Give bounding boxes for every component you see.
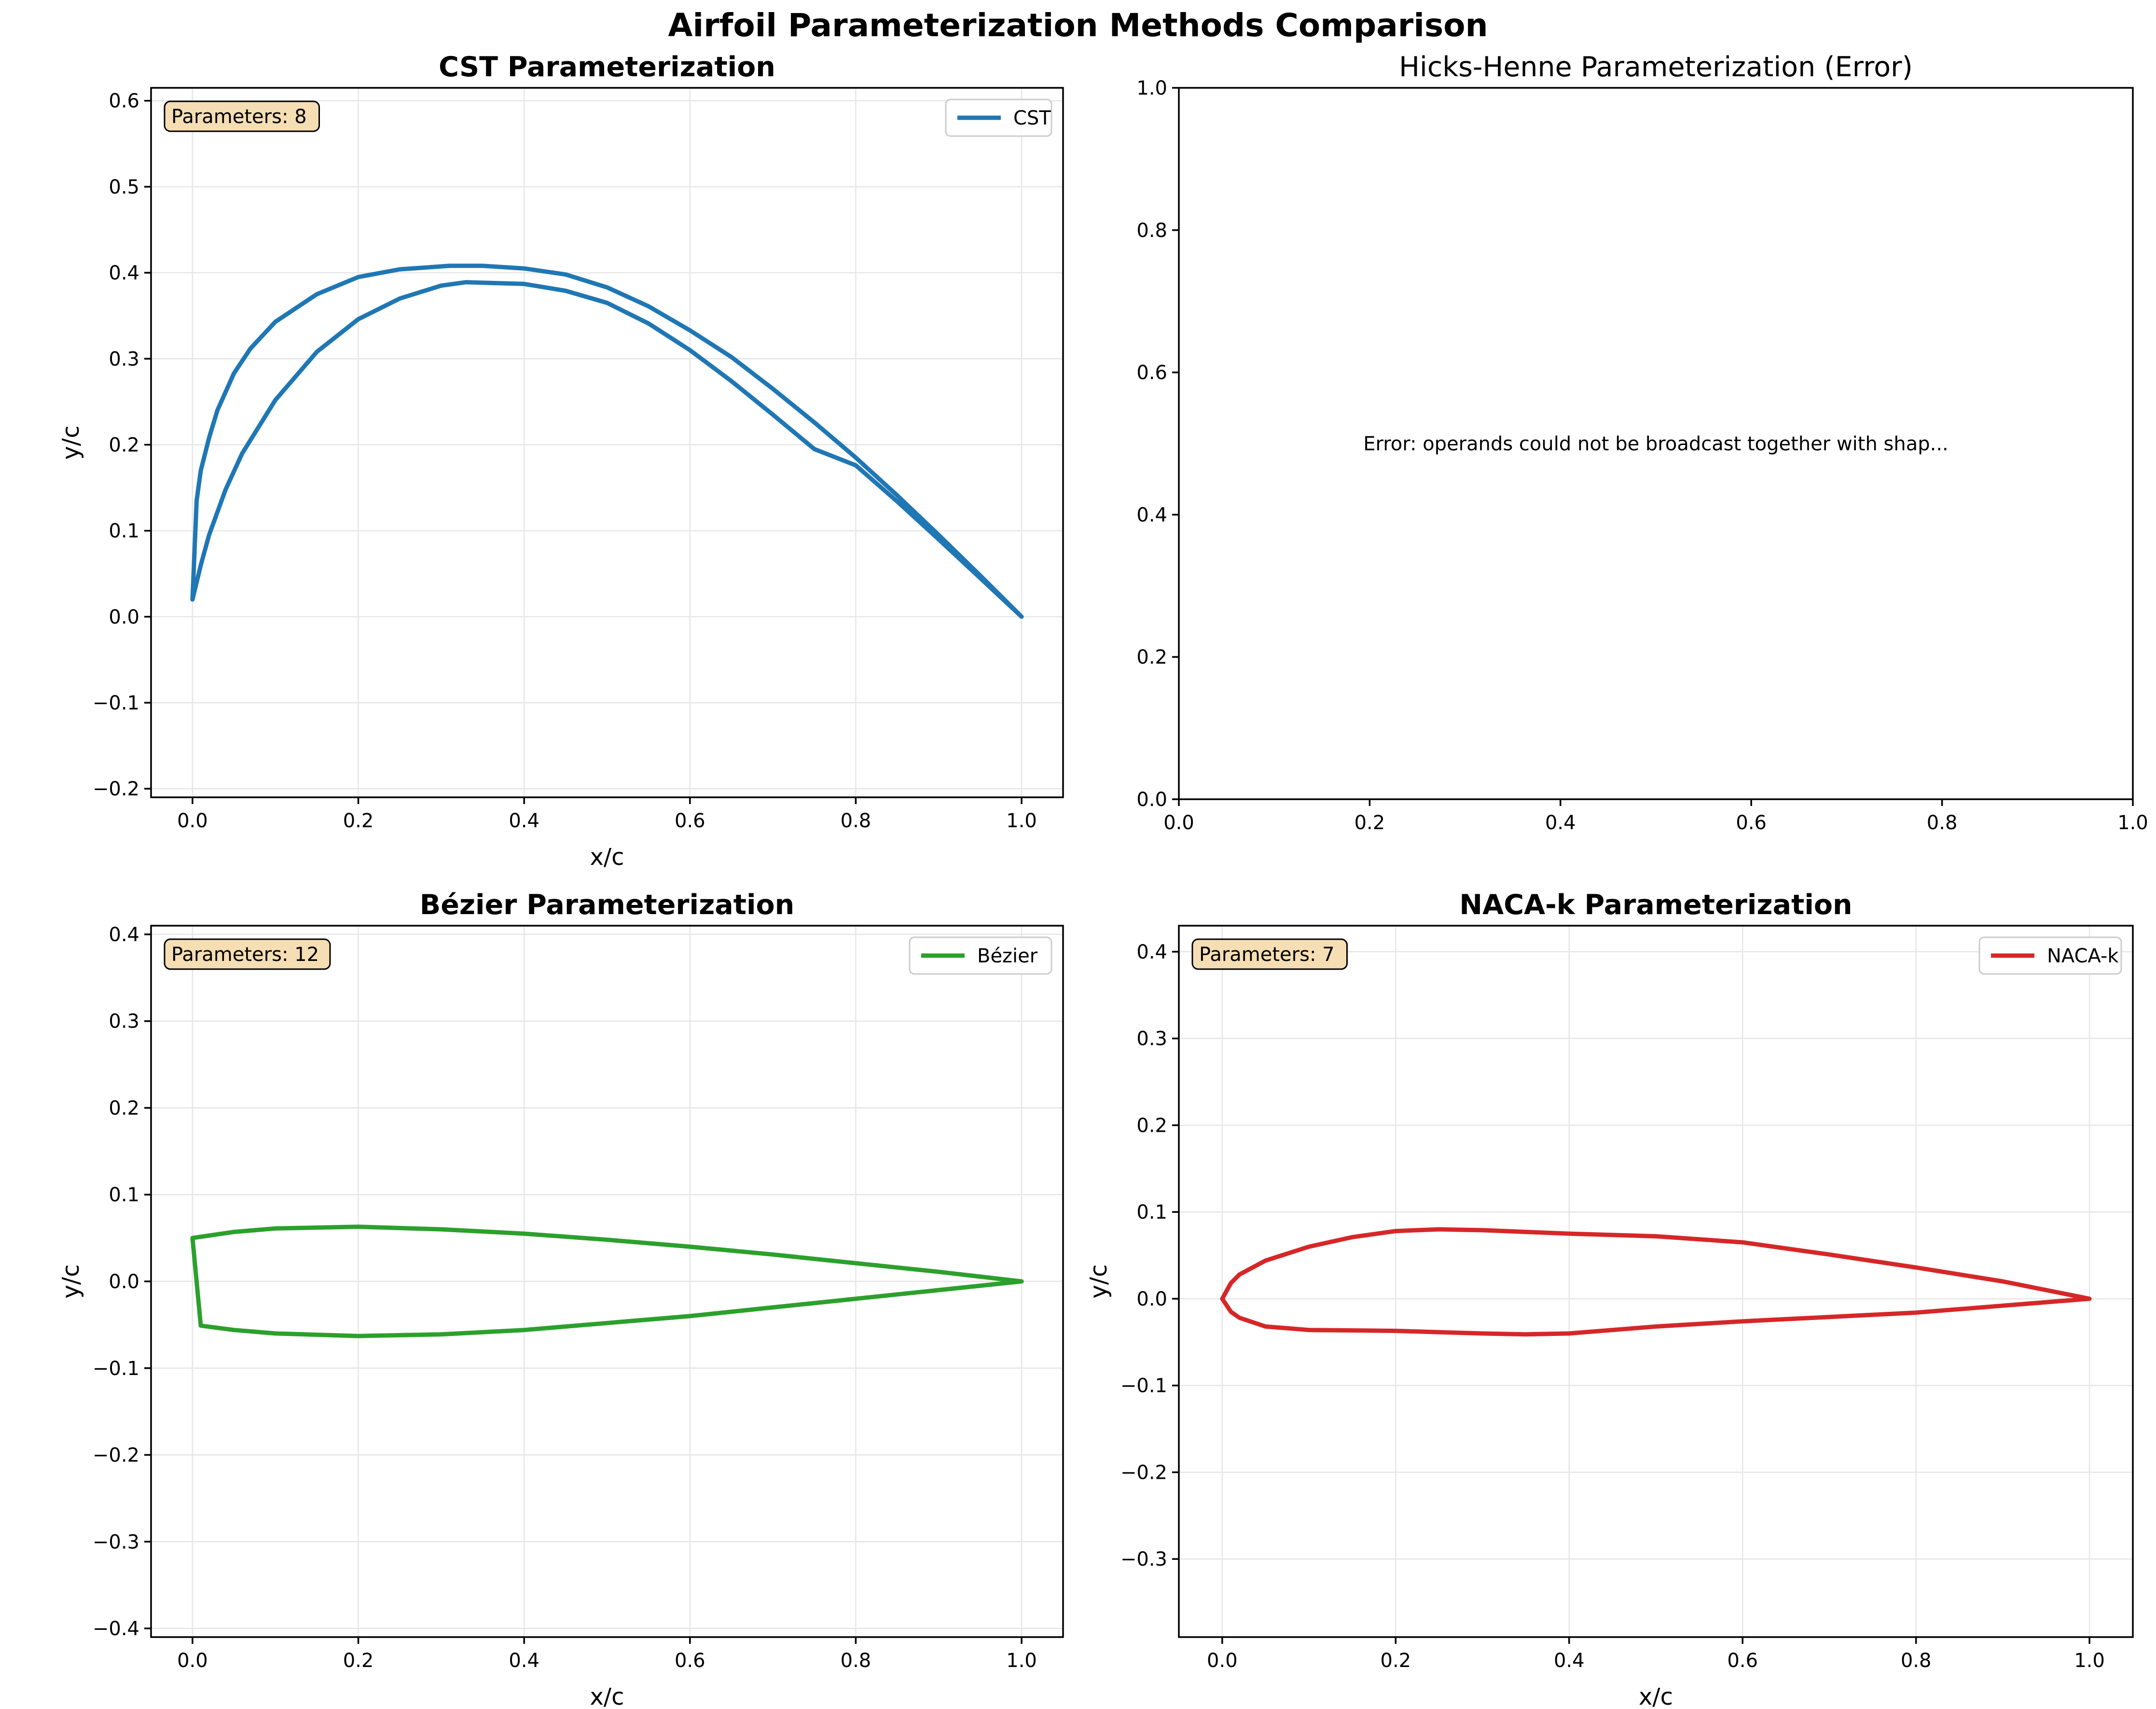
y-tick-label: −0.1 xyxy=(1120,1375,1167,1397)
y-tick-label: −0.1 xyxy=(93,692,139,714)
legend-label: Bézier xyxy=(977,945,1038,967)
x-tick-label: 0.0 xyxy=(177,810,208,832)
x-tick-label: 0.0 xyxy=(1163,812,1194,834)
y-tick-label: −0.3 xyxy=(1120,1548,1167,1570)
figure-title: Airfoil Parameterization Methods Compari… xyxy=(668,7,1488,44)
x-tick-label: 0.0 xyxy=(1207,1650,1238,1672)
x-tick-label: 0.8 xyxy=(1927,812,1958,834)
y-tick-label: 0.5 xyxy=(109,176,139,198)
y-tick-label: 0.1 xyxy=(109,1184,139,1206)
y-tick-label: 0.6 xyxy=(1136,362,1167,384)
panel-cst: 0.0 0.2 0.4 0.6 0.8 1.0 −0.2 −0.1 0.0 0.1 0.2 0.3 0.… xyxy=(57,51,1064,871)
y-tick-label: 0.1 xyxy=(109,520,139,542)
y-tick-label: 0.0 xyxy=(109,606,139,628)
y-tick-label: 0.4 xyxy=(109,924,139,946)
y-tick-label: 0.1 xyxy=(1136,1201,1167,1223)
x-tick-label: 0.4 xyxy=(1554,1650,1585,1672)
panel-title: NACA-k Parameterization xyxy=(1459,889,1852,921)
axes-frame xyxy=(150,87,1064,798)
series-line-naca xyxy=(1220,1227,2092,1337)
parameters-badge-text: Parameters: 8 xyxy=(171,106,307,128)
axes-frame xyxy=(1178,925,2134,1638)
panel-naca: 0.0 0.2 0.4 0.6 0.8 1.0 −0.3 −0.2 −0.1 0.0 0.1 0.2 0… xyxy=(1085,889,2134,1709)
parameters-badge-text: Parameters: 7 xyxy=(1199,944,1335,966)
x-tick-label: 0.2 xyxy=(343,1650,374,1672)
series-line-cst xyxy=(190,264,1024,619)
y-tick-label: 0.2 xyxy=(109,1097,139,1119)
series-line-bezier xyxy=(190,1224,1024,1338)
y-tick-label: 0.4 xyxy=(1136,941,1167,963)
axes-frame xyxy=(1178,87,2134,800)
y-tick-label: −0.1 xyxy=(93,1358,139,1380)
parameters-badge xyxy=(1191,938,1348,970)
y-tick-label: −0.2 xyxy=(93,1445,139,1467)
x-tick-label: 0.6 xyxy=(1736,812,1767,834)
x-tick-label: 0.2 xyxy=(343,810,374,832)
panels: 0.0 0.2 0.4 0.6 0.8 1.0−0.2−0.10.00.10.20.30.… xyxy=(57,51,2148,1709)
panel-title: Bézier Parameterization xyxy=(420,889,795,921)
legend-box xyxy=(1978,936,2122,975)
x-tick-label: 0.0 xyxy=(177,1650,208,1672)
legend-box xyxy=(909,936,1052,975)
y-tick-label: −0.2 xyxy=(1120,1461,1167,1484)
y-tick-label: 0.2 xyxy=(1136,646,1167,668)
y-axis-label: y/c xyxy=(57,1264,84,1299)
x-tick-label: 0.6 xyxy=(1727,1650,1758,1672)
y-axis-label: y/c xyxy=(1085,1264,1112,1299)
y-tick-label: 0.3 xyxy=(1136,1028,1167,1050)
x-tick-label: 0.4 xyxy=(509,1650,539,1672)
x-axis-label: x/c xyxy=(1639,1683,1673,1709)
legend-label: CST xyxy=(1013,107,1051,129)
error-message: Error: operands could not be broadcast t… xyxy=(1363,433,1949,455)
parameters-badge xyxy=(164,100,320,132)
x-tick-label: 0.8 xyxy=(841,810,871,832)
parameters-badge-text: Parameters: 12 xyxy=(171,944,319,966)
panel-bezier: 0.0 0.2 0.4 0.6 0.8 1.0 −0.4 −0.3 −0.2 −0.1 0.0 0.1… xyxy=(57,889,1064,1709)
y-tick-label: 0.2 xyxy=(1136,1114,1167,1137)
parameters-badge xyxy=(164,938,331,970)
y-tick-label: 0.0 xyxy=(1136,789,1167,811)
y-axis-label: y/c xyxy=(57,426,84,460)
y-tick-label: −0.2 xyxy=(93,778,139,800)
y-tick-label: 0.6 xyxy=(109,90,139,112)
x-axis-label: x/c xyxy=(590,844,624,871)
y-tick-label: 0.2 xyxy=(109,434,139,456)
y-tick-label: 1.0 xyxy=(1136,77,1167,99)
x-tick-label: 0.8 xyxy=(841,1650,871,1672)
y-tick-label: 0.3 xyxy=(109,1011,139,1033)
legend-label: NACA-k xyxy=(2047,945,2119,967)
x-tick-label: 1.0 xyxy=(1006,810,1037,832)
x-tick-label: 0.4 xyxy=(1545,812,1576,834)
y-tick-label: 0.4 xyxy=(1136,504,1167,526)
x-tick-label: 0.4 xyxy=(509,810,539,832)
x-tick-label: 0.2 xyxy=(1381,1650,1411,1672)
x-tick-label: 0.6 xyxy=(675,1650,705,1672)
panel-hicks: 0.0 0.2 0.4 0.6 0.8 1.0 0.0 0.2 0.4 0.6 0.8 1.0 Hick… xyxy=(1136,51,2148,834)
y-tick-label: −0.4 xyxy=(93,1618,139,1640)
y-tick-label: 0.8 xyxy=(1136,220,1167,242)
x-tick-label: 0.8 xyxy=(1901,1650,1932,1672)
x-tick-label: 1.0 xyxy=(2117,812,2148,834)
y-tick-label: −0.3 xyxy=(93,1531,139,1553)
x-tick-label: 0.6 xyxy=(675,810,705,832)
x-tick-label: 1.0 xyxy=(2074,1650,2105,1672)
panel-title: CST Parameterization xyxy=(439,51,775,83)
y-tick-label: 0.3 xyxy=(109,348,139,370)
y-tick-label: 0.0 xyxy=(1136,1288,1167,1310)
y-tick-label: 0.4 xyxy=(109,262,139,284)
x-tick-label: 1.0 xyxy=(1006,1650,1037,1672)
x-tick-label: 0.2 xyxy=(1354,812,1385,834)
x-axis-label: x/c xyxy=(590,1683,624,1709)
panel-title: Hicks-Henne Parameterization (Error) xyxy=(1399,51,1913,83)
y-tick-label: 0.0 xyxy=(109,1271,139,1293)
